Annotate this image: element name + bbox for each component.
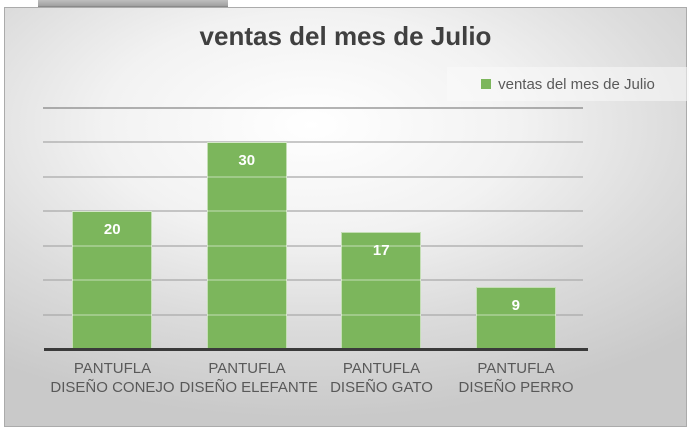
data-label: 20	[103, 221, 121, 239]
gridline-highlight	[43, 175, 583, 178]
gridline	[43, 244, 583, 247]
chart-title[interactable]: ventas del mes de Julio	[199, 21, 492, 51]
legend-label: ventas del mes de Julio	[498, 75, 655, 93]
worksheet-cell-edge	[38, 0, 228, 7]
gridline	[43, 210, 583, 213]
bar-pantufla-dise-o-perro[interactable]: 9	[475, 287, 556, 349]
x-axis-label: PANTUFLA DISEÑO GATO	[330, 360, 433, 396]
gridline-highlight	[43, 141, 583, 144]
data-label: 9	[511, 297, 520, 315]
chart-object[interactable]: ventas del mes de Julio ventas del mes d…	[4, 7, 689, 427]
x-axis-line	[44, 348, 588, 351]
x-axis-label: PANTUFLA DISEÑO CONEJO	[50, 360, 175, 396]
bar-pantufla-dise-o-elefante[interactable]: 30	[206, 142, 287, 349]
gridline	[43, 107, 583, 109]
data-label: 17	[372, 241, 390, 259]
x-axis-label: PANTUFLA DISEÑO ELEFANTE	[179, 360, 318, 396]
x-axis-label: PANTUFLA DISEÑO PERRO	[458, 360, 574, 396]
x-axis[interactable]: PANTUFLA DISEÑO CONEJO PANTUFLA DISEÑO ELEF…	[45, 359, 583, 407]
legend-marker-icon	[481, 79, 492, 89]
gridline-highlight	[43, 279, 583, 282]
plot-area[interactable]: 20 30 17 9	[43, 107, 583, 349]
gridline	[43, 175, 583, 178]
data-label: 30	[238, 152, 256, 170]
gridline-highlight	[43, 210, 583, 213]
gridline-highlight	[43, 244, 583, 247]
chart-legend[interactable]: ventas del mes de Julio	[447, 67, 689, 101]
gridline	[43, 279, 583, 282]
gridline	[43, 141, 583, 144]
bar-pantufla-dise-o-conejo[interactable]: 20	[72, 211, 153, 349]
bar-pantufla-dise-o-gato[interactable]: 17	[341, 231, 422, 349]
gridline-highlight	[43, 313, 583, 316]
gridline	[43, 313, 583, 316]
